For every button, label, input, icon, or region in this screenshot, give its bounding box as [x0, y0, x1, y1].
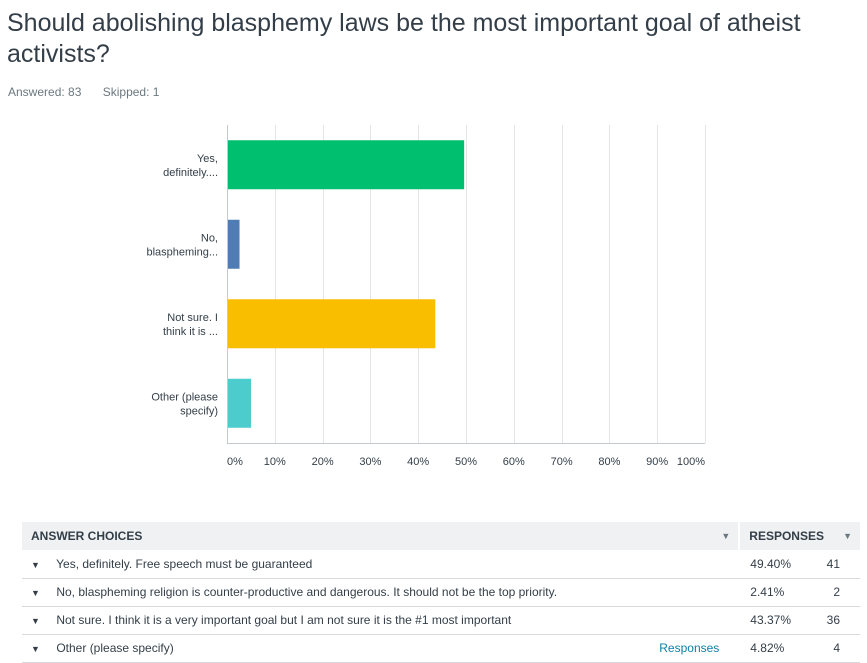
- response-count: 2: [800, 578, 860, 607]
- x-tick-label: 10%: [264, 456, 286, 468]
- x-tick-label: 90%: [646, 456, 668, 468]
- category-label-line: No,: [201, 232, 218, 244]
- bar: [228, 299, 436, 349]
- x-tick-label: 30%: [359, 456, 381, 468]
- answer-choice-text: Yes, definitely. Free speech must be gua…: [56, 556, 313, 571]
- x-tick-label: 60%: [503, 456, 525, 468]
- answered-count: Answered: 83: [8, 85, 82, 99]
- response-percent: 43.37%: [739, 606, 800, 635]
- table-header-row: ANSWER CHOICES ▼ RESPONSES ▼: [22, 522, 860, 550]
- question-title: Should abolishing blasphemy laws be the …: [7, 9, 801, 68]
- response-stats: Answered: 83 Skipped: 1: [8, 85, 177, 99]
- response-count: 41: [800, 550, 860, 579]
- answer-choice-text: Other (please specify): [56, 641, 174, 655]
- category-label-line: Not sure. I: [167, 312, 218, 324]
- responses-header-label: RESPONSES: [749, 529, 824, 543]
- sort-triangle-icon[interactable]: ▼: [843, 531, 852, 541]
- category-label: Yes, definitely....: [163, 153, 218, 179]
- expand-caret-icon[interactable]: ▼: [31, 559, 40, 570]
- category-label: No, blaspheming...: [146, 232, 218, 258]
- response-count: 36: [800, 606, 860, 635]
- expand-caret-icon[interactable]: ▼: [31, 588, 40, 598]
- category-label: Not sure. I think it is ...: [163, 312, 218, 338]
- table-row: ▼ Other (please specify) Responses 4.82%…: [22, 634, 860, 663]
- responses-link[interactable]: Responses: [659, 641, 720, 655]
- x-tick-label: 0%: [227, 456, 243, 468]
- bar: [228, 378, 252, 428]
- category-label-line: Yes,: [197, 153, 218, 165]
- category-label-line: think it is ...: [163, 326, 218, 338]
- answer-choice-text: No, blaspheming religion is counter-prod…: [56, 585, 558, 599]
- x-tick-label: 20%: [312, 456, 334, 468]
- bar-chart: 0% 10% 20% 30% 40% 50% 60% 70% 80% 90% 100% Yes, def…: [146, 125, 706, 468]
- category-label: Other (please specify): [151, 391, 218, 417]
- bar: [228, 140, 465, 190]
- responses-header[interactable]: RESPONSES ▼: [738, 522, 860, 550]
- x-tick-label: 70%: [551, 456, 573, 468]
- results-table: ANSWER CHOICES ▼ RESPONSES ▼ ▼ Yes, defi…: [22, 522, 860, 663]
- table-row: ▼ Not sure. I think it is a very importa…: [22, 606, 860, 635]
- answer-choices-header-label: ANSWER CHOICES: [31, 529, 143, 543]
- bar: [228, 219, 240, 269]
- table-row: ▼ No, blaspheming religion is counter-pr…: [22, 578, 860, 607]
- skipped-count: Skipped: 1: [102, 85, 160, 99]
- expand-caret-icon[interactable]: ▼: [31, 644, 40, 654]
- answer-choice-cell: ▼ Yes, definitely. Free speech must be g…: [22, 550, 740, 579]
- answer-choice-cell: ▼ Other (please specify) Responses: [22, 634, 740, 663]
- category-label-line: specify): [180, 405, 218, 417]
- answer-choice-cell: ▼ No, blaspheming religion is counter-pr…: [22, 578, 740, 607]
- expand-caret-icon[interactable]: ▼: [31, 616, 40, 626]
- response-percent: 2.41%: [739, 578, 800, 607]
- answer-choices-header[interactable]: ANSWER CHOICES ▼: [22, 522, 740, 550]
- category-label-line: definitely....: [163, 167, 218, 179]
- category-label-line: Other (please: [151, 391, 218, 403]
- x-tick-label: 40%: [407, 456, 429, 468]
- x-tick-label: 80%: [598, 456, 620, 468]
- x-tick-label: 50%: [455, 456, 477, 468]
- sort-triangle-icon[interactable]: ▼: [721, 531, 731, 541]
- table-row: ▼ Yes, definitely. Free speech must be g…: [22, 550, 860, 579]
- x-tick-label: 100%: [677, 456, 705, 468]
- category-label-line: blaspheming...: [146, 246, 218, 258]
- response-percent: 49.40%: [739, 550, 800, 579]
- answer-choice-cell: ▼ Not sure. I think it is a very importa…: [22, 606, 740, 635]
- response-count: 4: [800, 634, 860, 663]
- response-percent: 4.82%: [739, 634, 800, 663]
- answer-choice-text: Not sure. I think it is a very important…: [56, 613, 512, 627]
